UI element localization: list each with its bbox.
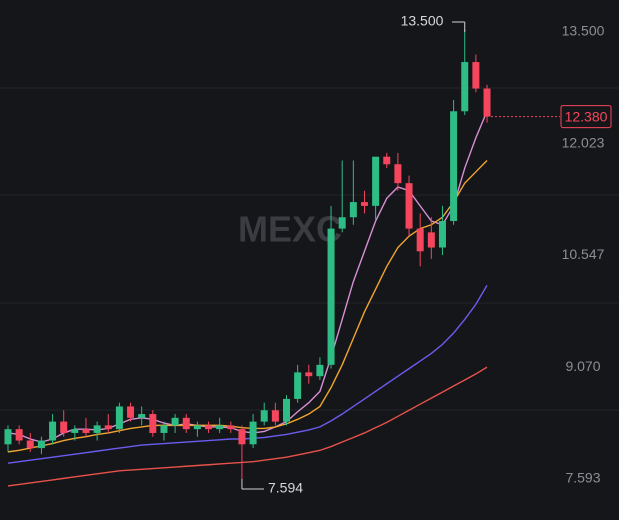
candle-body	[37, 440, 45, 449]
candle-body	[416, 228, 424, 252]
last-price-label: 12.380	[565, 108, 608, 124]
moving-average	[7, 159, 488, 453]
candle-body	[316, 364, 324, 377]
candle-body	[4, 429, 12, 445]
candle-body	[182, 417, 190, 430]
candle-body	[160, 425, 168, 433]
candle-body	[26, 440, 34, 449]
candle-body	[483, 88, 491, 117]
y-tick-label: 7.593	[565, 470, 600, 486]
candle-body	[372, 156, 380, 206]
candle-body	[271, 410, 279, 422]
candle-body	[294, 372, 302, 399]
candle-body	[82, 429, 90, 433]
high-label: 13.500	[401, 13, 444, 29]
y-tick-label: 9.070	[565, 358, 600, 374]
candle-body	[238, 429, 246, 445]
candle-body	[438, 221, 446, 248]
last-price-box	[560, 105, 612, 129]
candle-body	[450, 111, 458, 222]
candle-body	[205, 425, 213, 430]
watermark: MEXC	[238, 209, 342, 250]
moving-average	[7, 285, 488, 464]
candle-body	[49, 421, 57, 441]
candle-body	[138, 414, 146, 418]
candle-body	[383, 156, 391, 165]
candle-body	[338, 217, 346, 229]
y-tick-label: 10.547	[562, 246, 605, 262]
candle-body	[461, 62, 469, 112]
candle-body	[283, 398, 290, 422]
candle-body	[249, 421, 257, 445]
candle-body	[149, 414, 157, 433]
candle-body	[360, 202, 368, 206]
candle-body	[127, 406, 135, 418]
candle-body	[327, 228, 335, 365]
low-label: 7.594	[268, 480, 303, 496]
candle-body	[15, 429, 23, 441]
candle-body	[115, 406, 123, 430]
candle-body	[60, 421, 68, 433]
candle-body	[349, 202, 357, 218]
candle-body	[171, 417, 179, 426]
candle-body	[216, 425, 224, 430]
candle-body	[305, 372, 313, 377]
candle-body	[193, 425, 201, 430]
candle-body	[260, 410, 268, 422]
y-tick-label: 13.500	[562, 22, 605, 38]
y-tick-label: 12.023	[562, 134, 605, 150]
candle-body	[93, 425, 101, 433]
candle-body	[427, 232, 435, 248]
candle-body	[472, 62, 480, 89]
moving-average	[7, 366, 488, 487]
candle-body	[71, 429, 79, 433]
candle-body	[394, 164, 402, 184]
candle-body	[104, 425, 112, 430]
candle-body	[405, 183, 413, 229]
candle-body	[227, 425, 235, 430]
